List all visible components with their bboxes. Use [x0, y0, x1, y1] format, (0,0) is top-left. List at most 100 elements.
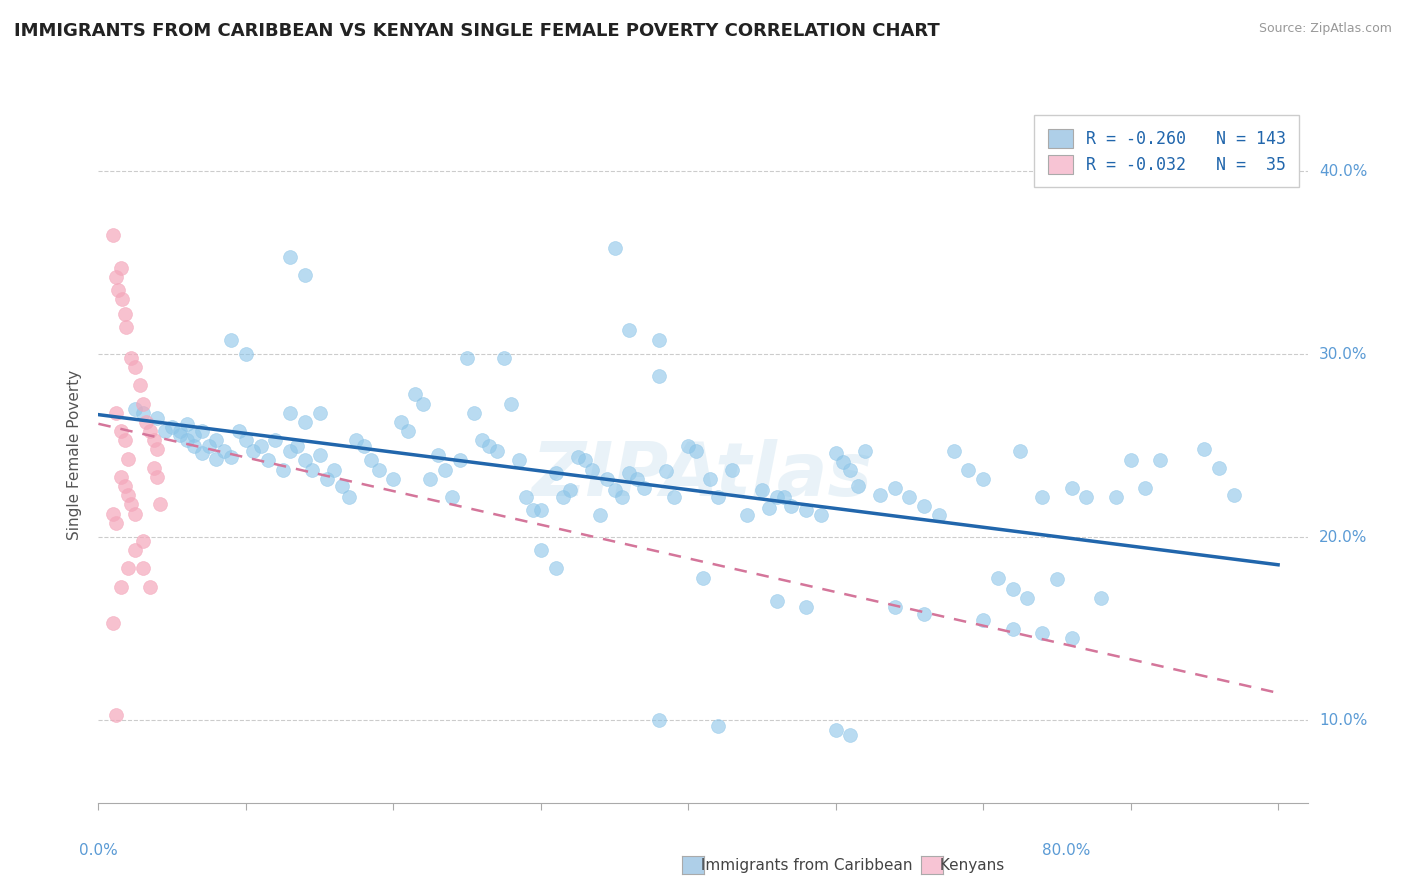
- Point: [183, 439, 205, 453]
- Point: [839, 728, 862, 742]
- Point: [146, 470, 169, 484]
- Point: [721, 462, 744, 476]
- Point: [169, 427, 191, 442]
- Point: [648, 369, 671, 384]
- Point: [492, 351, 515, 365]
- Point: [619, 323, 641, 337]
- Point: [1076, 490, 1098, 504]
- Point: [235, 347, 257, 361]
- Point: [176, 417, 198, 431]
- Point: [183, 427, 205, 442]
- Point: [110, 424, 132, 438]
- Point: [1135, 481, 1157, 495]
- Point: [1090, 591, 1112, 605]
- Point: [1060, 631, 1083, 645]
- Point: [883, 481, 905, 495]
- Point: [294, 268, 316, 283]
- Point: [839, 462, 862, 476]
- Point: [1208, 460, 1230, 475]
- Point: [441, 490, 464, 504]
- Point: [389, 415, 412, 429]
- Text: 10.0%: 10.0%: [1319, 713, 1367, 728]
- Point: [522, 503, 544, 517]
- Point: [610, 490, 633, 504]
- Point: [114, 434, 136, 448]
- Point: [308, 406, 330, 420]
- Point: [685, 444, 707, 458]
- Point: [567, 450, 589, 464]
- Point: [853, 444, 876, 458]
- Point: [655, 464, 678, 478]
- Point: [692, 571, 714, 585]
- Point: [101, 228, 124, 243]
- Point: [114, 307, 136, 321]
- Point: [120, 351, 142, 365]
- Point: [382, 472, 405, 486]
- Point: [419, 472, 441, 486]
- Point: [751, 483, 773, 497]
- Point: [124, 402, 146, 417]
- Point: [219, 450, 242, 464]
- Point: [110, 261, 132, 276]
- Point: [131, 533, 153, 548]
- Point: [404, 387, 426, 401]
- Point: [219, 333, 242, 347]
- Point: [337, 490, 360, 504]
- Point: [619, 467, 641, 481]
- Point: [957, 462, 980, 476]
- Point: [396, 424, 419, 438]
- Point: [912, 607, 935, 622]
- Point: [869, 488, 891, 502]
- Point: [257, 453, 280, 467]
- Text: Immigrants from Caribbean: Immigrants from Caribbean: [696, 858, 912, 872]
- Point: [323, 462, 346, 476]
- Point: [589, 508, 612, 523]
- Point: [485, 444, 508, 458]
- Point: [111, 293, 134, 307]
- Point: [1001, 622, 1024, 636]
- Point: [412, 397, 434, 411]
- Point: [294, 453, 316, 467]
- Point: [353, 439, 375, 453]
- Point: [143, 460, 166, 475]
- Text: Kenyans: Kenyans: [935, 858, 1004, 872]
- Text: 30.0%: 30.0%: [1319, 347, 1367, 362]
- Point: [574, 453, 596, 467]
- Point: [1031, 490, 1053, 504]
- Point: [972, 472, 994, 486]
- Point: [249, 439, 271, 453]
- Point: [699, 472, 721, 486]
- Point: [115, 319, 138, 334]
- Point: [135, 415, 157, 429]
- Point: [678, 439, 700, 453]
- Point: [596, 472, 619, 486]
- Text: ZIPAtlas: ZIPAtlas: [533, 439, 873, 512]
- Point: [264, 434, 287, 448]
- Point: [308, 448, 330, 462]
- Point: [360, 453, 382, 467]
- Point: [131, 561, 153, 575]
- Point: [146, 411, 169, 425]
- Point: [648, 333, 671, 347]
- Point: [501, 397, 523, 411]
- Point: [530, 543, 553, 558]
- Point: [367, 462, 389, 476]
- Point: [143, 434, 166, 448]
- Point: [758, 501, 780, 516]
- Point: [316, 472, 339, 486]
- Y-axis label: Single Female Poverty: Single Female Poverty: [67, 370, 83, 540]
- Point: [131, 406, 153, 420]
- Point: [832, 455, 855, 469]
- Point: [278, 250, 301, 264]
- Point: [883, 599, 905, 614]
- Point: [212, 444, 235, 458]
- Point: [117, 488, 139, 502]
- Point: [824, 723, 846, 737]
- Point: [124, 359, 146, 374]
- Point: [544, 467, 567, 481]
- Point: [120, 497, 142, 511]
- Point: [581, 462, 603, 476]
- Point: [544, 561, 567, 575]
- Point: [110, 470, 132, 484]
- Point: [169, 424, 191, 438]
